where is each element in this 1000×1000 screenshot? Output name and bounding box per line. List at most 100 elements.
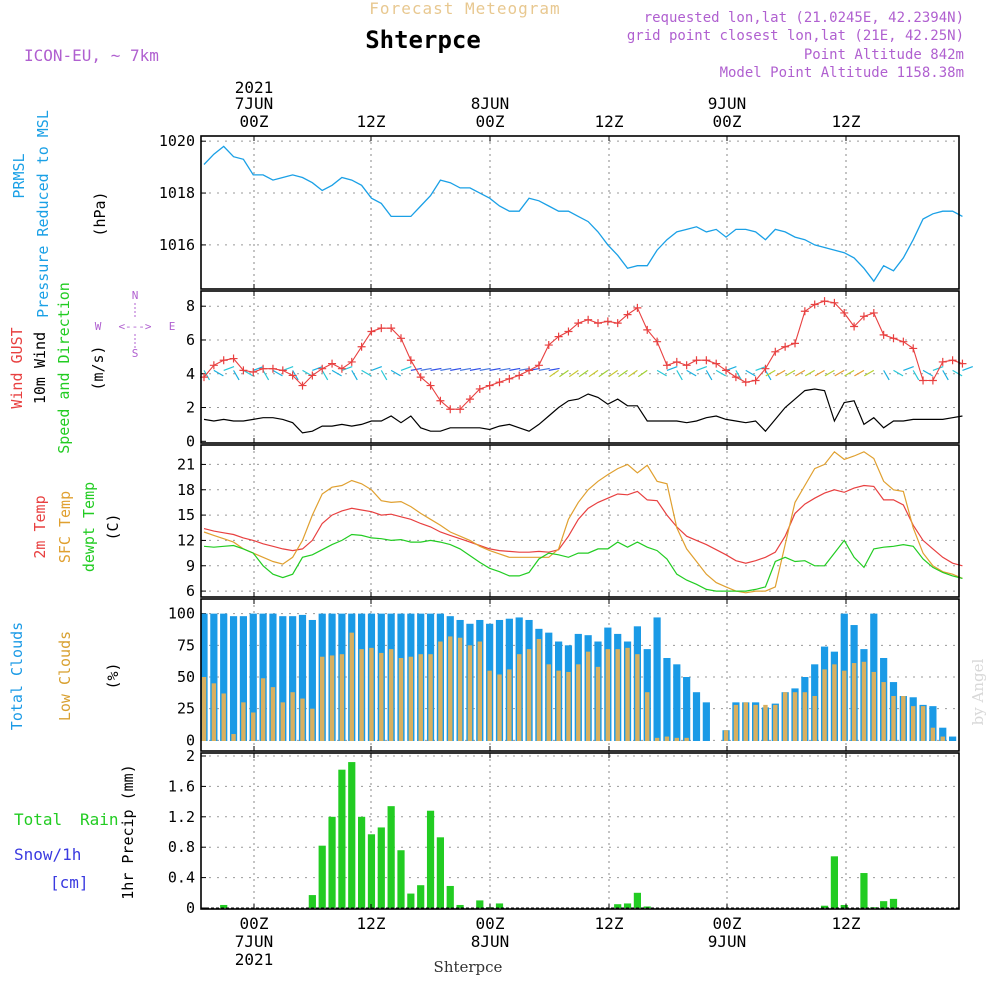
- low-cloud-bar: [832, 664, 837, 741]
- bottom-tick-9jun: 9JUN: [708, 932, 747, 951]
- y-tick-label: 25: [177, 700, 195, 718]
- requested-coords: requested lon,lat (21.0245E, 42.2394N): [644, 10, 964, 26]
- wind-gust-point: [347, 357, 356, 366]
- wind-direction-arrow: [824, 369, 835, 377]
- label-snow: Snow/1h: [14, 845, 81, 864]
- low-cloud-bar: [546, 664, 551, 741]
- low-cloud-bar: [408, 656, 414, 741]
- rain-bar: [830, 856, 838, 908]
- wind-gust-point: [761, 364, 770, 373]
- wind-gust-point: [328, 359, 337, 368]
- wind-direction-arrow: [489, 367, 501, 371]
- label-ms: (m/s): [89, 345, 107, 390]
- wind-gust-point: [594, 319, 602, 328]
- y-tick-label: 1018: [159, 184, 195, 202]
- wind-direction-arrow: [351, 370, 358, 381]
- wind-direction-arrow: [559, 369, 569, 378]
- low-cloud-bar: [664, 736, 670, 741]
- label-total: Total: [14, 810, 62, 829]
- top-tick-9jun: 9JUN: [708, 94, 747, 113]
- label-prmsl: PRMSL: [10, 153, 28, 198]
- wind-direction-arrow: [588, 369, 599, 378]
- total-cloud-bar: [673, 664, 681, 741]
- wind-gust-point: [771, 347, 780, 356]
- compass-w: W: [95, 320, 102, 333]
- rain-bar: [633, 892, 641, 908]
- wind-gust-point: [456, 405, 465, 414]
- label-precip: 1hr Precip (mm): [119, 764, 137, 899]
- rain-bar: [367, 834, 376, 908]
- wind-gust-point: [259, 364, 268, 373]
- wind-direction-arrow: [203, 370, 211, 381]
- top-tick-12z-3: 12Z: [832, 112, 861, 131]
- panel-frame: [200, 135, 960, 290]
- total-cloud-bar: [702, 702, 710, 741]
- location-title: Shterpce: [365, 26, 481, 54]
- wind-direction-arrow: [893, 369, 904, 377]
- wind-gust-point: [850, 322, 859, 331]
- rain-bar: [889, 898, 898, 908]
- wind-gust-point: [643, 325, 652, 334]
- low-cloud-bar: [773, 704, 778, 741]
- wind-direction-arrow: [578, 369, 589, 378]
- point-altitude: Point Altitude 842m: [804, 47, 964, 63]
- low-cloud-bar: [743, 702, 748, 741]
- wind-gust-point: [731, 373, 740, 382]
- top-tick-00z-3: 00Z: [713, 112, 742, 131]
- wind-gust-point: [938, 357, 947, 366]
- rain-bar: [387, 806, 395, 908]
- wind-direction-arrow: [725, 366, 737, 371]
- rain-bar: [328, 816, 336, 908]
- rain-bar: [318, 845, 326, 908]
- low-cloud-bar: [231, 734, 236, 741]
- wind-gust-point: [288, 371, 297, 380]
- label-hpa: (hPa): [91, 191, 109, 236]
- total-cloud-bar: [259, 613, 267, 741]
- rain-bar: [417, 885, 425, 908]
- y-tick-label: 8: [186, 297, 195, 315]
- wind-gust-point: [859, 312, 868, 321]
- wind-direction-arrow: [834, 369, 845, 377]
- rain-bar: [446, 885, 454, 908]
- bottom-tick-7jun: 7JUN: [235, 932, 274, 951]
- total-cloud-bar: [210, 613, 218, 741]
- wind-direction-arrow: [223, 366, 235, 371]
- wind-gust-point: [387, 324, 396, 333]
- wind-direction-arrow: [705, 370, 713, 381]
- wind-gust-point: [919, 376, 928, 385]
- wind-direction-arrow: [912, 370, 920, 381]
- wind-gust-point: [534, 361, 543, 370]
- low-cloud-bar: [526, 649, 532, 741]
- panel-frame: [200, 752, 960, 910]
- wind-direction-arrow: [469, 367, 481, 371]
- wind-gust-point: [623, 310, 632, 319]
- wind-gust-point: [298, 381, 307, 390]
- wind-direction-arrow: [844, 369, 855, 377]
- compass-arrows: <--->: [118, 320, 151, 333]
- wind-gust-point: [485, 381, 494, 390]
- wind-direction-arrow: [735, 370, 742, 381]
- y-tick-label: 50: [177, 668, 195, 686]
- wind-direction-arrow: [962, 366, 973, 371]
- low-cloud-bar: [822, 669, 827, 741]
- wind-direction-arrow: [666, 366, 678, 371]
- label-low-clouds: Low Clouds: [56, 631, 74, 721]
- y-tick-label: 9: [186, 557, 195, 575]
- wind-gust-point: [633, 303, 642, 312]
- rain-bar: [820, 905, 829, 908]
- wind-gust-point: [820, 297, 829, 306]
- wind-direction-arrow: [903, 366, 914, 371]
- wind-direction-arrow: [312, 366, 323, 371]
- low-cloud-bar: [881, 682, 886, 741]
- wind-direction-arrow: [243, 369, 254, 377]
- y-tick-label: 6: [186, 331, 195, 349]
- wind-gust-point: [781, 342, 790, 351]
- rain-bar: [495, 903, 504, 908]
- wind-direction-arrow: [814, 369, 825, 377]
- low-cloud-bar: [782, 692, 788, 741]
- bottom-tick-12z-1: 12Z: [357, 914, 386, 933]
- low-cloud-bar: [802, 692, 808, 741]
- wind-direction-arrow: [450, 367, 462, 371]
- bottom-year: 2021: [235, 950, 274, 969]
- wind-gust-point: [337, 364, 346, 373]
